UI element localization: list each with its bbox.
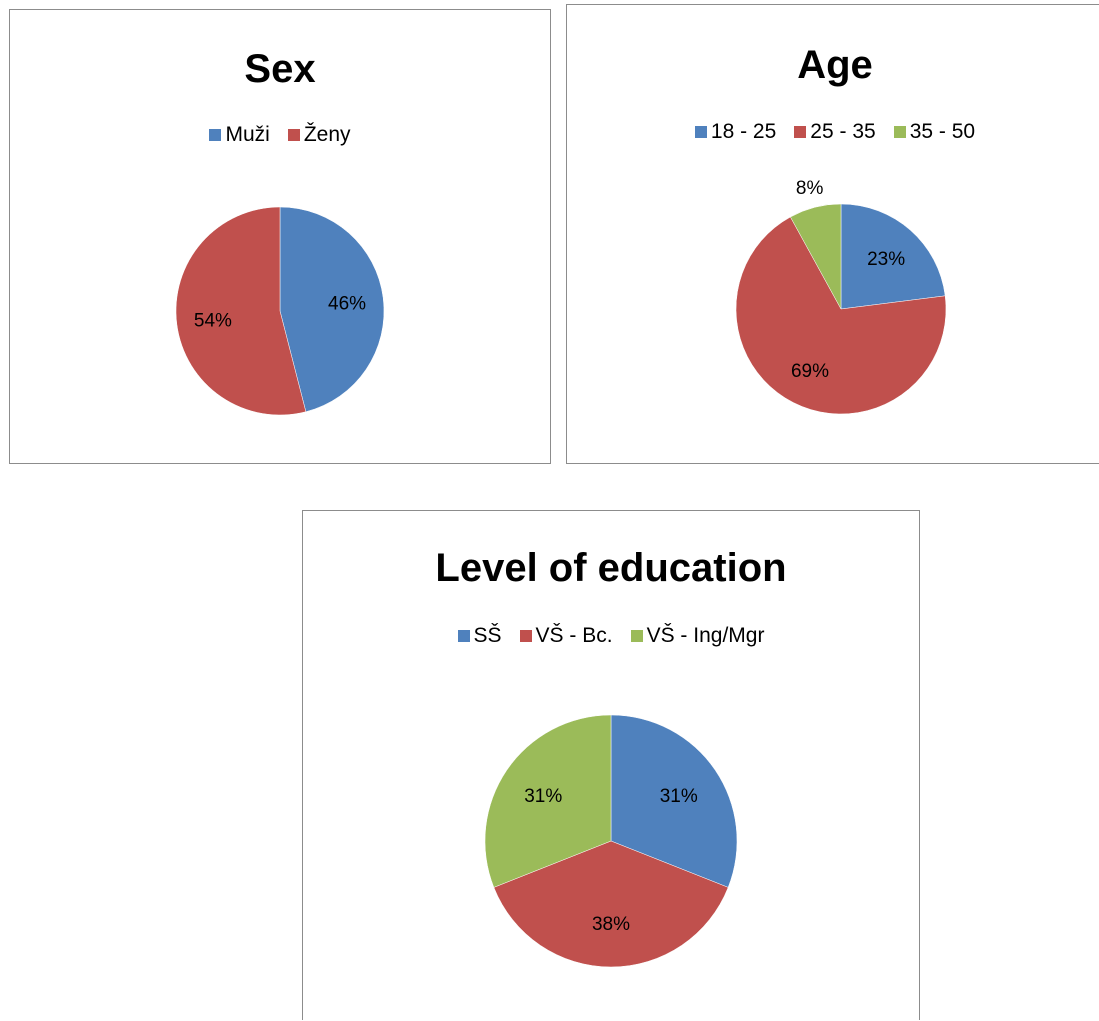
pie-slice [493,840,729,968]
legend-item: VŠ - Bc. [519,624,613,648]
legend: SŠ VŠ - Bc. VŠ - Ing/Mgr [303,624,919,648]
legend-label: 35 - 50 [909,120,976,143]
data-label: 54% [194,310,232,331]
pie-slice [484,714,612,888]
legend-label: 18 - 25 [710,120,777,143]
pie-chart: 23% 69% 8% [735,178,947,415]
data-label: 31% [524,786,562,807]
chart-title: Age [797,43,873,87]
legend-swatch [794,126,807,138]
legend-item: Ženy [287,123,351,147]
legend-label: VŠ - Ing/Mgr [646,624,765,647]
legend-item: VŠ - Ing/Mgr [630,624,765,648]
legend-swatch [209,129,222,141]
pie-slice [840,203,946,310]
legend-item: SŠ [457,624,502,648]
legend-item: 35 - 50 [893,120,976,144]
legend-item: 18 - 25 [694,120,777,144]
legend-swatch [287,129,300,141]
chart-title: Level of education [435,546,787,590]
legend-swatch [694,126,707,138]
data-label: 69% [791,361,829,382]
data-label: 23% [867,249,905,270]
legend: Muži Ženy [10,123,550,147]
data-label: 46% [328,294,366,315]
data-label: 8% [796,178,824,199]
legend-label: SŠ [473,624,502,647]
legend-item: 25 - 35 [794,120,876,144]
legend-swatch [630,630,643,642]
legend-swatch [457,630,470,642]
pie-slice [279,206,385,413]
age-chart: Age 18 - 25 25 - 35 35 - 50 23% 69% 8% [566,4,1099,464]
data-label: 38% [592,914,630,935]
pie-slice [610,714,738,888]
chart-title: Sex [244,47,316,91]
pie-chart: 46% 54% [175,206,385,416]
legend: 18 - 25 25 - 35 35 - 50 [567,120,1099,144]
sex-chart: Sex Muži Ženy 46% 54% [9,9,551,464]
legend-label: 25 - 35 [810,120,876,143]
education-chart: Level of education SŠ VŠ - Bc. VŠ - Ing/… [302,510,920,1020]
pie-slice [175,206,307,416]
legend-label: Muži [225,123,270,146]
legend-swatch [519,630,532,642]
legend-label: VŠ - Bc. [535,624,613,647]
pie-chart: 31% 38% 31% [484,714,738,968]
legend-label: Ženy [303,123,351,146]
data-label: 31% [660,786,698,807]
legend-item: Muži [209,123,270,147]
pie-slice [735,216,947,415]
pie-slice [790,203,842,310]
legend-swatch [893,126,906,138]
